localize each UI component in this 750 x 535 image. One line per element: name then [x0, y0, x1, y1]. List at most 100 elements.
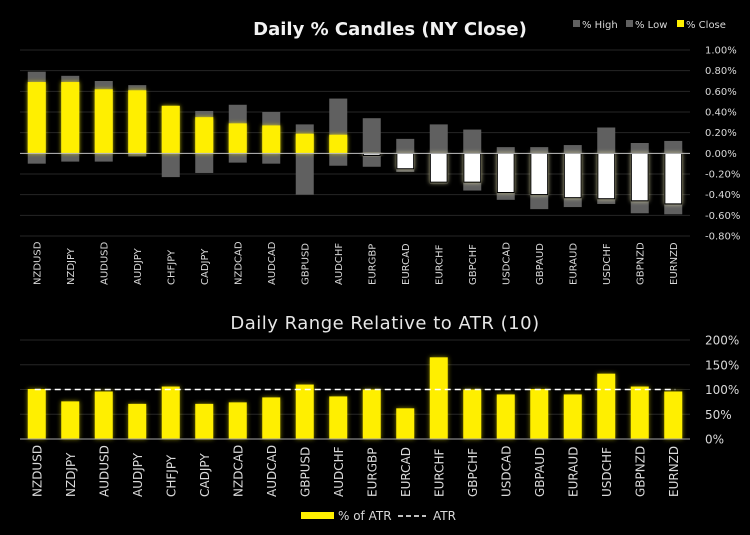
high-bar-eurgbp [362, 118, 381, 154]
candles-range-bars [27, 71, 683, 215]
x-tick-label: CADJPY [200, 248, 211, 285]
atr-bar-eurgbp [362, 389, 381, 439]
atr-chart-title: Daily Range Relative to ATR (10) [230, 313, 539, 334]
x-tick-label: EURCHF [432, 448, 446, 497]
atr-legend: % of ATR ATR [301, 509, 456, 523]
y-tick-label: 200% [705, 334, 739, 348]
close-bar-nzdcad [228, 123, 247, 154]
low-bar-audcad [262, 153, 281, 164]
legend-label-low: % Low [635, 20, 667, 31]
x-tick-label: GBPUSD [300, 243, 311, 285]
x-tick-label: EURCHF [434, 244, 445, 285]
atr-bar-audchf [329, 396, 348, 439]
high-bar-euraud [563, 145, 582, 154]
atr-bar-usdcad [496, 394, 515, 439]
x-tick-label: NZDJPY [64, 452, 78, 497]
close-bar-euraud [563, 152, 582, 199]
atr-bar-gbpusd [295, 384, 314, 439]
high-bar-gbpnzd [630, 143, 649, 154]
high-bar-gbpaud [530, 147, 549, 154]
x-tick-label: GBPNZD [635, 242, 646, 285]
close-bar-gbpaud [530, 152, 549, 196]
x-tick-label: USDCHF [602, 243, 613, 285]
x-tick-label: AUDJPY [133, 247, 144, 285]
y-tick-label: 100% [705, 383, 739, 397]
y-tick-label: -0.80% [705, 232, 740, 243]
y-tick-label: -0.20% [705, 170, 740, 181]
x-tick-label: NZDUSD [32, 241, 43, 285]
y-tick-label: 1.00% [705, 46, 737, 57]
atr-bar-audjpy [128, 403, 147, 439]
candles-y-axis: 1.00% 0.80% 0.60% 0.40% 0.20% 0.00% -0.20% -0.4… [705, 46, 740, 243]
close-bar-nzdusd [27, 82, 46, 154]
y-tick-label: 50% [705, 408, 732, 422]
x-tick-label: NZDCAD [231, 445, 245, 497]
legend-label-close: % Close [686, 20, 726, 31]
x-tick-label: AUDCHF [332, 446, 346, 497]
atr-bar-eurchf [429, 357, 448, 439]
close-bar-gbpchf [463, 152, 482, 183]
x-tick-label: AUDCHF [334, 243, 345, 285]
y-tick-label: -0.40% [705, 190, 740, 201]
high-bar-eurchf [429, 124, 448, 154]
x-tick-label: AUDJPY [131, 452, 145, 497]
x-tick-label: EURCAD [399, 447, 413, 497]
x-tick-label: USDCHF [600, 447, 614, 497]
x-tick-label: GBPAUD [535, 243, 546, 285]
legend-label-high: % High [582, 20, 618, 31]
low-bar-cadjpy [195, 153, 214, 173]
y-tick-label: 150% [705, 358, 739, 372]
atr-bar-gbpaud [530, 389, 549, 439]
legend-swatch-high [573, 20, 580, 27]
y-tick-label: 0.00% [705, 149, 737, 160]
atr-gridlines [20, 339, 690, 415]
x-tick-label: EURAUD [566, 447, 580, 497]
atr-bars [27, 357, 683, 439]
x-tick-label: AUDCAD [267, 241, 278, 285]
x-tick-label: GBPNZD [633, 446, 647, 497]
atr-x-axis: NZDUSD NZDJPY AUDUSD AUDJPY CHFJPY CADJPY NZDC… [30, 445, 681, 497]
atr-bar-euraud [563, 394, 582, 439]
atr-bar-audcad [262, 397, 281, 439]
x-tick-label: AUDUSD [99, 241, 110, 285]
y-tick-label: 0.60% [705, 87, 737, 98]
high-bar-usdchf [597, 127, 616, 154]
low-bar-nzdusd [27, 153, 46, 164]
x-tick-label: NZDCAD [233, 241, 244, 285]
close-bar-eurcad [396, 152, 415, 170]
x-tick-label: AUDUSD [97, 445, 111, 497]
low-bar-nzdjpy [61, 153, 80, 162]
x-tick-label: USDCAD [501, 242, 512, 285]
y-tick-label: 0.80% [705, 66, 737, 77]
y-tick-label: 0% [705, 433, 724, 447]
high-bar-usdcad [496, 147, 515, 154]
x-tick-label: NZDJPY [66, 247, 77, 285]
close-bar-eurchf [429, 152, 448, 183]
x-tick-label: USDCAD [499, 446, 513, 497]
x-tick-label: CADJPY [198, 453, 212, 497]
x-tick-label: EURNZD [669, 242, 680, 285]
close-bar-eurnzd [664, 152, 683, 205]
close-bar-audchf [329, 134, 348, 154]
legend-swatch-close [677, 20, 684, 27]
high-bar-eurcad [396, 138, 415, 154]
atr-bar-eurcad [396, 408, 415, 439]
close-bar-audusd [94, 89, 113, 154]
close-bar-usdchf [597, 152, 616, 200]
atr-y-axis: 200% 150% 100% 50% 0% [705, 334, 739, 447]
atr-chart: Daily Range Relative to ATR (10) 200% 150… [20, 313, 739, 523]
legend-label-pct-atr: % of ATR [338, 509, 392, 523]
x-tick-label: EURNZD [667, 446, 681, 497]
atr-bar-eurnzd [664, 391, 683, 439]
close-bar-usdcad [496, 152, 515, 194]
low-bar-audusd [94, 153, 113, 162]
x-tick-label: CHFJPY [164, 454, 178, 497]
high-bar-eurnzd [664, 140, 683, 154]
close-bar-gbpnzd [630, 152, 649, 202]
low-bar-audjpy [128, 153, 147, 157]
x-tick-label: GBPUSD [298, 447, 312, 497]
x-tick-label: EURGBP [367, 244, 378, 285]
low-bar-chfjpy [161, 153, 180, 178]
x-tick-label: GBPCHF [468, 244, 479, 285]
